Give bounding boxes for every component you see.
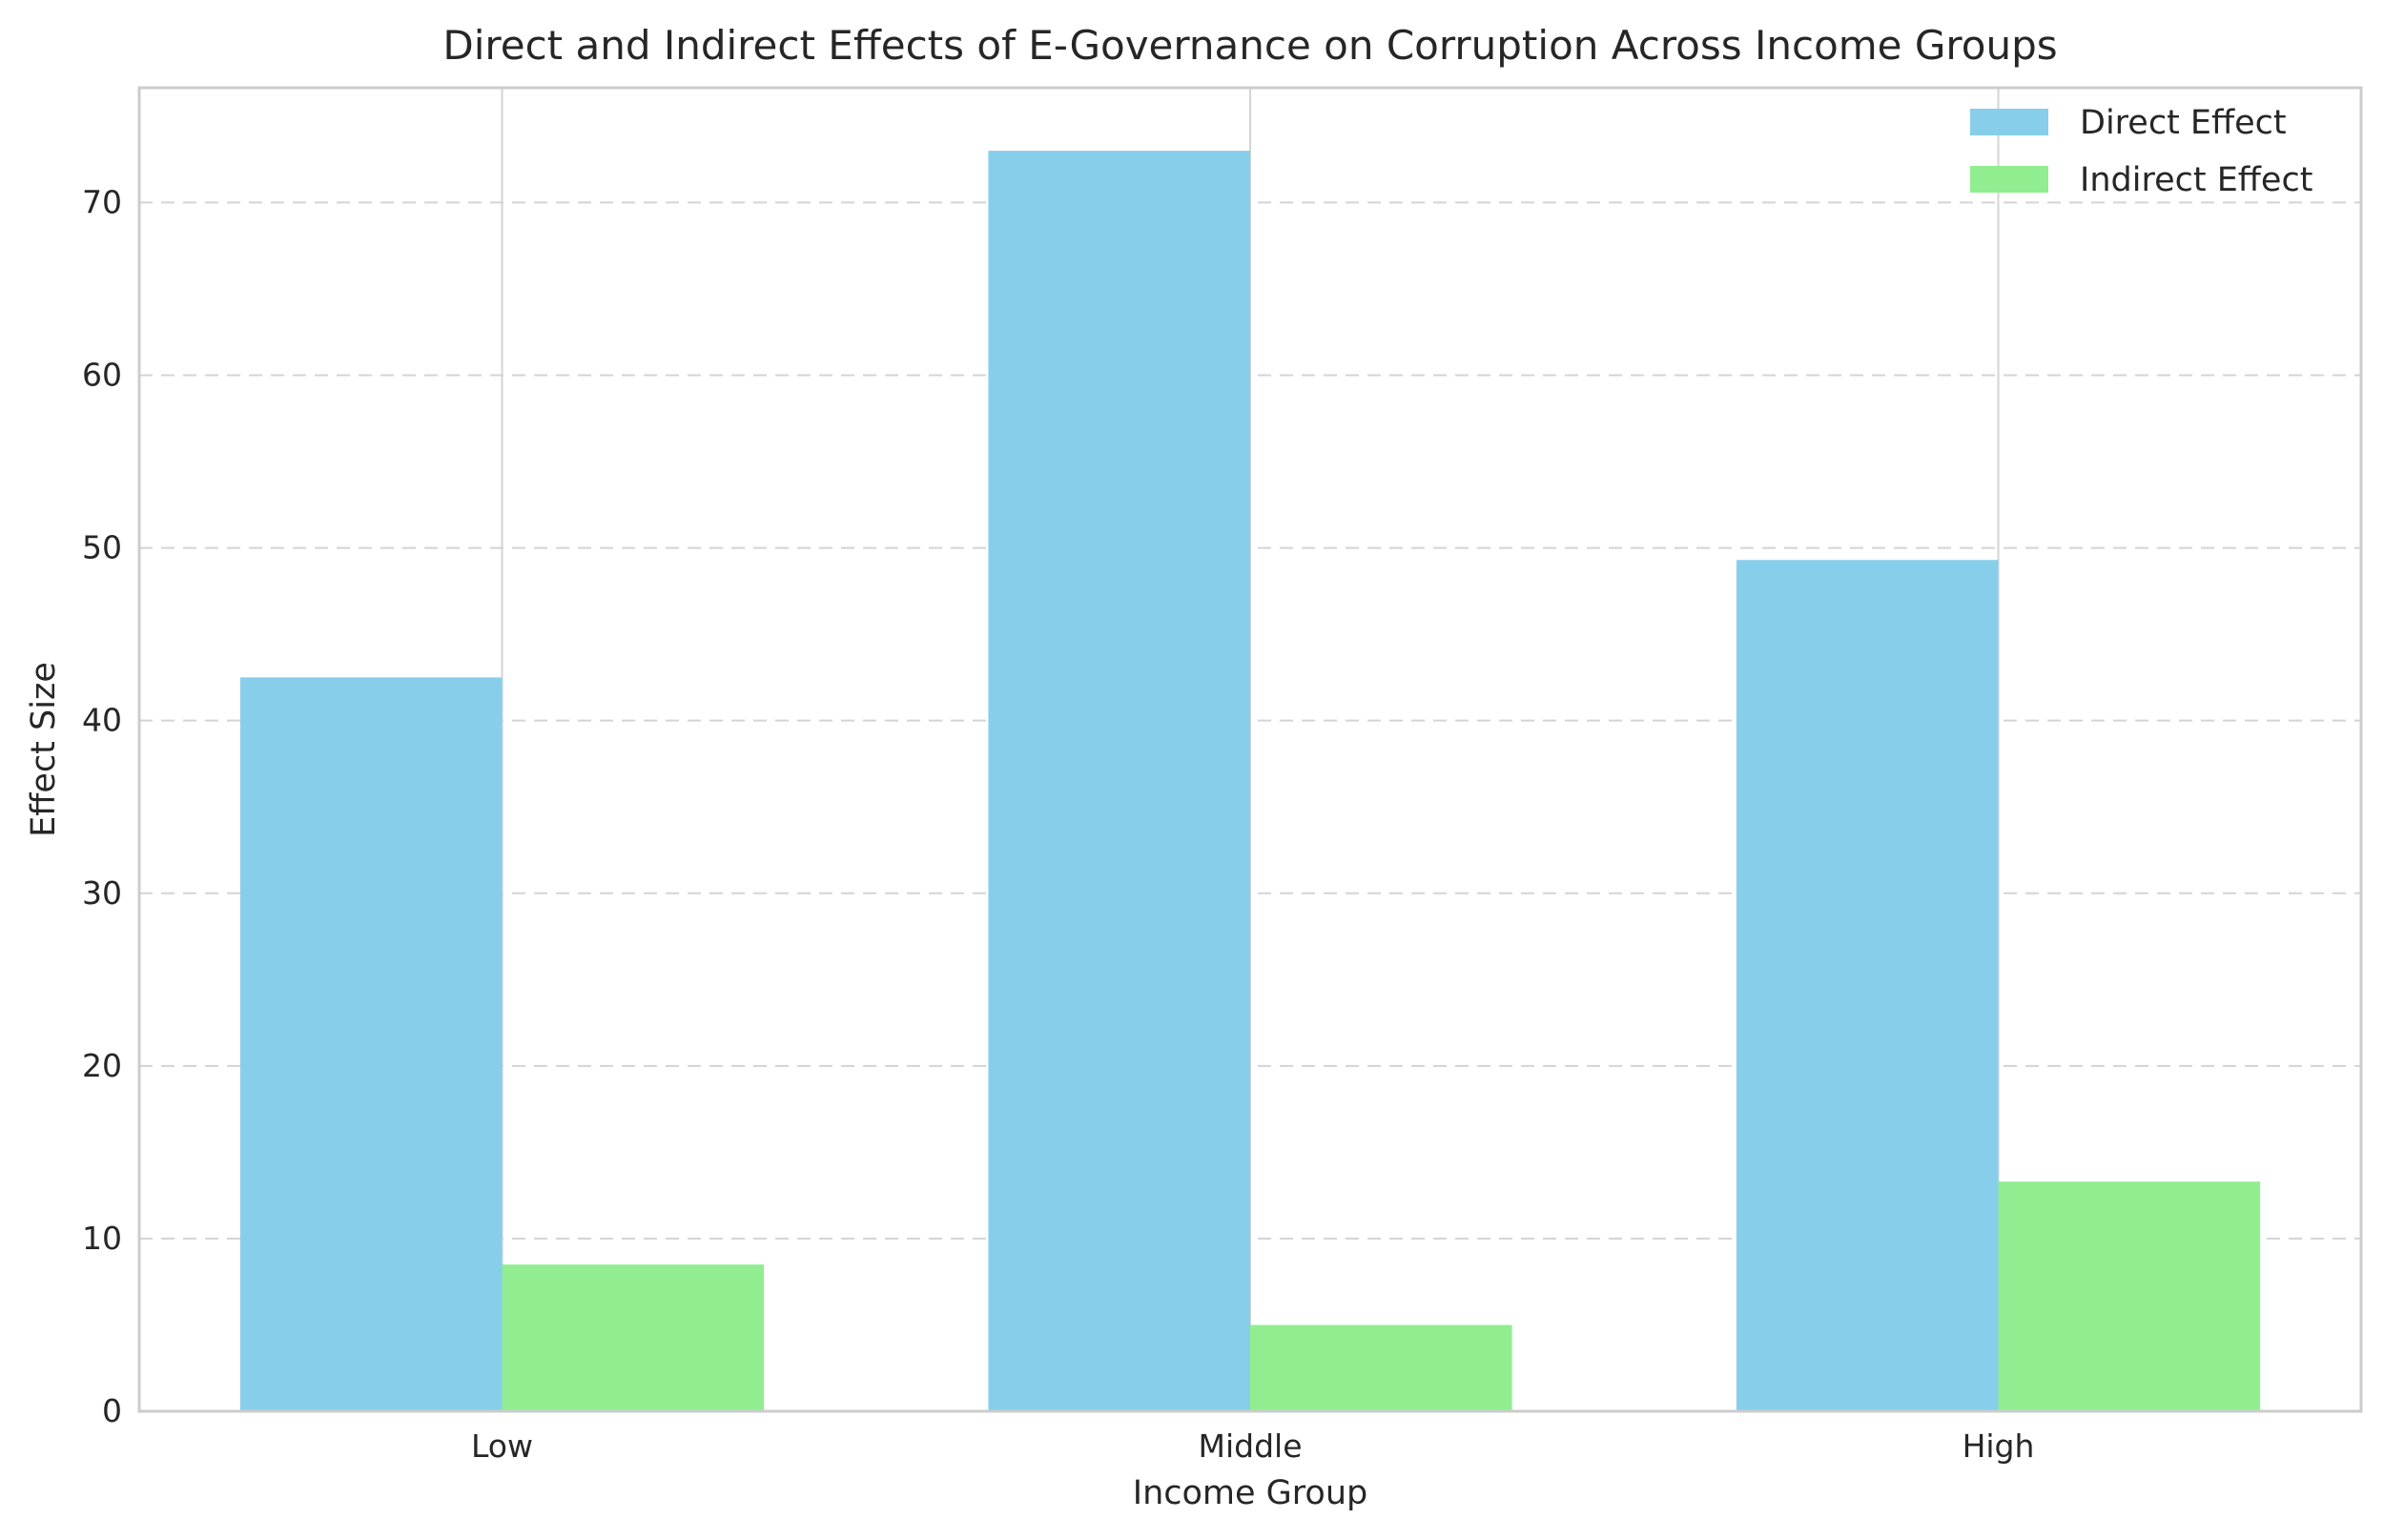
y-tick-label: 30 bbox=[82, 874, 122, 912]
y-tick-label: 50 bbox=[82, 529, 122, 566]
y-tick-label: 70 bbox=[82, 183, 122, 220]
legend-swatch bbox=[1970, 109, 2048, 135]
y-axis-label: Effect Size bbox=[25, 662, 63, 837]
x-tick-label: Middle bbox=[1198, 1427, 1302, 1465]
y-tick-label: 10 bbox=[82, 1220, 122, 1257]
y-tick-labels: 0 10 20 30 40 50 60 70 bbox=[82, 183, 122, 1429]
bar-indirect-effect-middle bbox=[1250, 1324, 1512, 1411]
y-tick-label: 60 bbox=[82, 357, 122, 394]
chart-title: Direct and Indirect Effects of E-Governa… bbox=[442, 22, 2057, 69]
legend-label: Direct Effect bbox=[2080, 104, 2287, 142]
y-tick-label: 40 bbox=[82, 702, 122, 739]
bar-indirect-effect-high bbox=[1999, 1181, 2261, 1411]
bar-indirect-effect-low bbox=[502, 1264, 764, 1411]
x-tick-label: Low bbox=[471, 1427, 533, 1465]
legend-swatch bbox=[1970, 166, 2048, 193]
x-tick-label: High bbox=[1963, 1427, 2035, 1465]
x-tick-labels: Low Middle High bbox=[471, 1427, 2034, 1465]
y-tick-label: 20 bbox=[82, 1047, 122, 1084]
bar-direct-effect-low bbox=[240, 677, 503, 1411]
bar-direct-effect-middle bbox=[988, 151, 1250, 1411]
bar-direct-effect-high bbox=[1737, 560, 1999, 1411]
x-axis-label: Income Group bbox=[1133, 1474, 1367, 1512]
legend: Direct Effect Indirect Effect bbox=[1970, 104, 2312, 199]
bars bbox=[240, 151, 2260, 1411]
y-tick-label: 0 bbox=[102, 1392, 122, 1429]
legend-label: Indirect Effect bbox=[2080, 161, 2312, 199]
